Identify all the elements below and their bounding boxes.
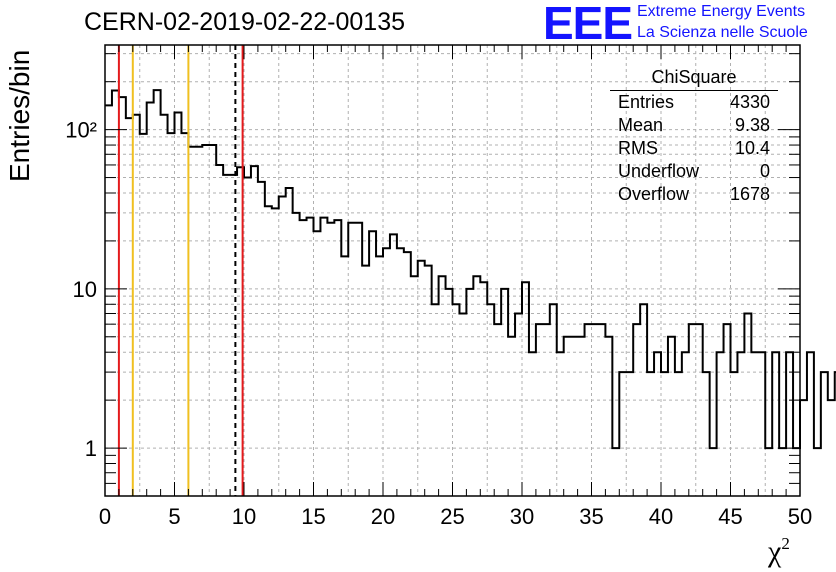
stats-label: Entries: [618, 92, 675, 112]
x-tick-label: 0: [99, 504, 111, 529]
x-axis-label: χ2: [768, 534, 790, 569]
stats-label: RMS: [618, 138, 658, 158]
x-tick-label: 5: [168, 504, 180, 529]
x-tick-label: 20: [371, 504, 395, 529]
stats-row-entries: Entries 4330: [610, 91, 778, 114]
x-axis-label-base: χ: [768, 535, 782, 568]
stats-row-rms: RMS 10.4: [610, 137, 778, 160]
stats-value: 1678: [729, 184, 770, 204]
x-tick-label: 40: [649, 504, 673, 529]
stats-value: 0: [759, 161, 770, 181]
stats-row-underflow: Underflow 0: [610, 160, 778, 183]
y-axis-label: Entries/bin: [4, 49, 35, 182]
y-tick-label: 10: [73, 277, 97, 302]
x-tick-label: 15: [301, 504, 325, 529]
logo-line-1: Extreme Energy Events: [637, 3, 806, 20]
stats-label: Underflow: [618, 161, 700, 181]
stats-value: 4330: [729, 92, 770, 112]
stats-label: Overflow: [618, 184, 690, 204]
stats-value: 9.38: [734, 115, 770, 135]
eee-logo: EEE: [543, 0, 633, 49]
stats-row-overflow: Overflow 1678: [610, 183, 778, 206]
chart-title: CERN-02-2019-02-22-00135: [84, 8, 406, 36]
stats-value: 10.4: [734, 138, 770, 158]
x-tick-label: 30: [510, 504, 534, 529]
stats-title: ChiSquare: [610, 64, 778, 91]
x-tick-label: 25: [440, 504, 464, 529]
stats-box: ChiSquare Entries 4330 Mean 9.38 RMS 10.4 U…: [610, 64, 778, 206]
x-tick-label: 10: [232, 504, 256, 529]
x-tick-label: 35: [579, 504, 603, 529]
stats-label: Mean: [618, 115, 664, 135]
x-axis-label-exponent: 2: [781, 534, 790, 553]
y-tick-label: 1: [85, 436, 97, 461]
histogram-series: [105, 89, 836, 450]
stats-row-mean: Mean 9.38: [610, 114, 778, 137]
x-tick-label: 50: [788, 504, 812, 529]
logo-line-2: La Scienza nelle Scuole: [637, 24, 808, 41]
y-tick-label: 10²: [65, 118, 97, 143]
x-tick-label: 45: [718, 504, 742, 529]
